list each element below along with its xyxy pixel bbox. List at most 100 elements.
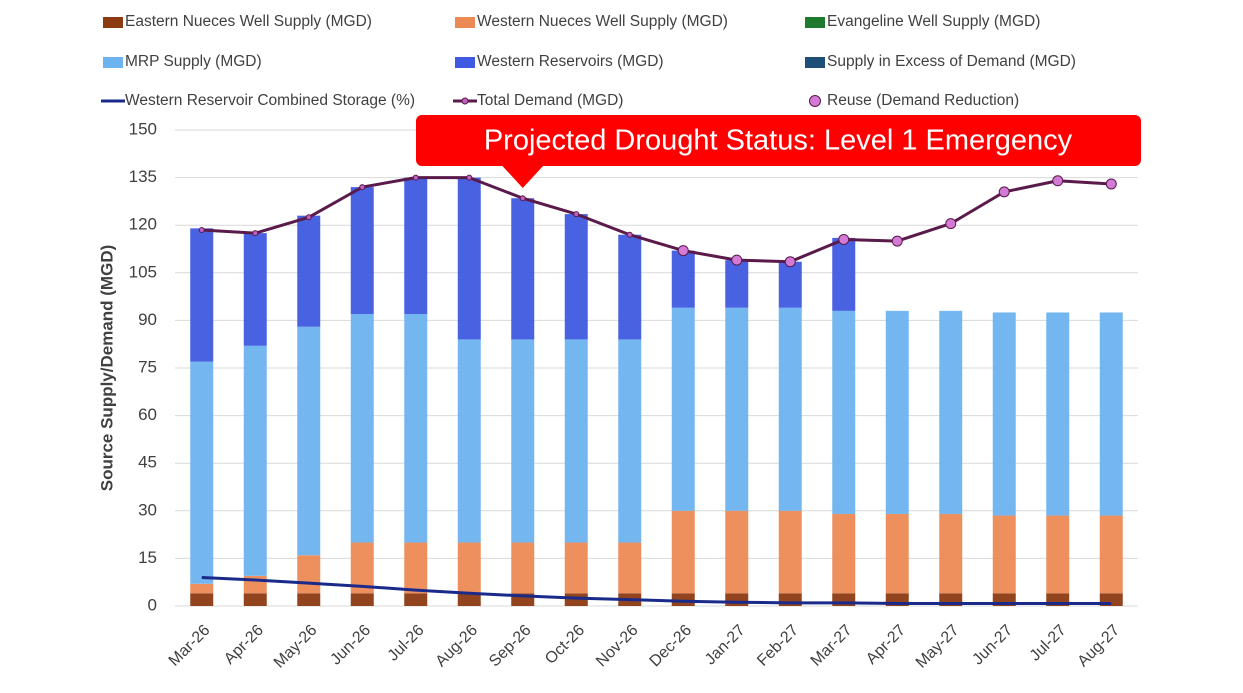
bar-segment — [297, 593, 321, 606]
bar-segment — [992, 312, 1016, 516]
bar-segment — [350, 593, 374, 606]
scatter-point — [998, 186, 1010, 198]
scatter-point — [945, 218, 957, 230]
bar-segment — [511, 339, 535, 543]
annotation-text: Projected Drought Status: Level 1 Emerge… — [484, 125, 1073, 157]
x-tick-label: Jul-27 — [1027, 622, 1070, 665]
scatter-point — [1105, 178, 1117, 190]
bar-segment — [457, 177, 481, 340]
y-axis-label: Source Supply/Demand (MGD) — [97, 245, 116, 492]
bar-segment — [457, 593, 481, 606]
bar-segment — [564, 542, 588, 594]
scatter-point — [1052, 175, 1064, 187]
x-tick-label: Sep-26 — [486, 622, 535, 671]
x-tick-label: Mar-26 — [166, 622, 214, 670]
line-marker — [519, 195, 526, 202]
bar-segment — [564, 339, 588, 543]
bar-segment — [243, 345, 267, 576]
legend-label: Total Demand (MGD) — [477, 92, 623, 109]
scatter-point — [784, 256, 796, 268]
x-tick-label: Mar-27 — [808, 622, 856, 670]
line-marker — [252, 230, 259, 237]
scatter-point — [838, 233, 850, 245]
bar-segment — [297, 555, 321, 594]
bar-segment — [618, 339, 642, 543]
bar-segment — [404, 314, 428, 543]
bar-segment — [618, 542, 642, 594]
bar-segment — [243, 233, 267, 346]
line-marker — [412, 174, 419, 181]
y-tick-label: 105 — [129, 262, 157, 281]
bar-segment — [404, 177, 428, 315]
x-tick-label: May-27 — [913, 622, 963, 672]
bar-segment — [350, 542, 374, 594]
x-tick-label: Apr-27 — [863, 622, 909, 668]
x-tick-label: Aug-26 — [433, 622, 482, 671]
bar-segment — [297, 215, 321, 327]
bar-segment — [778, 510, 802, 594]
y-tick-label: 0 — [148, 595, 157, 614]
legend-label: Reuse (Demand Reduction) — [827, 92, 1019, 109]
bar-segment — [939, 513, 963, 594]
bar-segment — [992, 515, 1016, 594]
bar-segment — [457, 542, 481, 594]
x-tick-label: Oct-26 — [542, 622, 588, 668]
bar-segment — [190, 583, 214, 594]
line — [201, 176, 1112, 264]
legend-swatch — [805, 57, 825, 68]
x-tick-label: Dec-26 — [647, 622, 696, 671]
x-tick-label: Jun-26 — [327, 622, 374, 669]
y-tick-label: 150 — [129, 119, 157, 138]
bar-segment — [671, 510, 695, 594]
y-tick-label: 90 — [138, 310, 157, 329]
legend-swatch — [805, 17, 825, 28]
bar-segment — [1099, 312, 1123, 516]
legend-swatch — [455, 17, 475, 28]
x-tick-label: Jun-27 — [969, 622, 1016, 669]
bar-segment — [1046, 515, 1070, 594]
scatter-point — [677, 245, 689, 257]
bar-segment — [457, 339, 481, 543]
x-tick-label: Nov-26 — [593, 622, 642, 671]
legend-marker — [461, 97, 469, 105]
bar-segment — [778, 307, 802, 511]
bar-segment — [511, 542, 535, 594]
bar-segment — [564, 214, 588, 340]
bar-segment — [1099, 515, 1123, 594]
scatter-point — [891, 235, 903, 247]
bar-segment — [832, 237, 856, 311]
bar-segment — [832, 513, 856, 594]
legend-label: Western Nueces Well Supply (MGD) — [477, 13, 728, 30]
line — [201, 575, 1112, 605]
bar-segment — [350, 187, 374, 315]
bar-segment — [885, 310, 909, 514]
y-tick-label: 30 — [138, 500, 157, 519]
y-tick-label: 45 — [138, 453, 157, 472]
bar-segment — [778, 261, 802, 308]
legend-label: Eastern Nueces Well Supply (MGD) — [125, 13, 372, 30]
legend-label: Western Reservoirs (MGD) — [477, 53, 664, 70]
bar-segment — [404, 542, 428, 594]
x-tick-label: May-26 — [271, 622, 321, 672]
bar-segment — [725, 593, 749, 606]
bar-segment — [350, 314, 374, 543]
bar-segment — [725, 510, 749, 594]
bar-segment — [832, 310, 856, 514]
bar-segment — [404, 593, 428, 606]
x-tick-label: Jul-26 — [385, 622, 428, 665]
legend-label: Evangeline Well Supply (MGD) — [827, 13, 1040, 30]
scatter-point — [731, 254, 743, 266]
y-tick-label: 135 — [129, 167, 157, 186]
annotation-arrow — [498, 162, 547, 188]
bar-segment — [190, 228, 214, 362]
legend-swatch — [455, 57, 475, 68]
bar-segment — [511, 198, 535, 340]
bar-segment — [243, 593, 267, 606]
y-tick-label: 60 — [138, 405, 157, 424]
bar-segment — [671, 250, 695, 308]
legend-label: Supply in Excess of Demand (MGD) — [827, 53, 1076, 70]
line-marker — [198, 226, 205, 233]
line-marker — [626, 231, 633, 238]
legend-label: Western Reservoir Combined Storage (%) — [125, 92, 415, 109]
line-marker — [359, 184, 366, 191]
